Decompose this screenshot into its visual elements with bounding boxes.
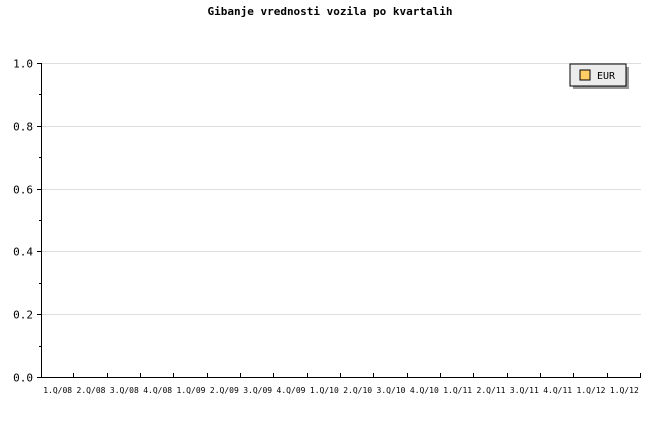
- x-tick-label: 4.Q/11: [543, 386, 572, 395]
- x-tick-label: 3.Q/08: [110, 386, 139, 395]
- x-tick-label: 1.Q/09: [177, 386, 206, 395]
- x-tick-label: 1.Q/11: [443, 386, 472, 395]
- x-tick-label: 1.Q/12: [610, 386, 639, 395]
- x-tick-label: 1.Q/12: [577, 386, 606, 395]
- y-tick-labels: 0.0 0.2 0.4 0.6 0.8 1.0: [13, 58, 33, 385]
- y-tick-label: 0.0: [13, 372, 33, 385]
- legend-label-eur: EUR: [597, 71, 616, 82]
- x-tick-label: 3.Q/09: [243, 386, 272, 395]
- x-tick-label: 1.Q/08: [43, 386, 72, 395]
- x-tick-label: 2.Q/10: [343, 386, 372, 395]
- x-tick-label: 4.Q/09: [277, 386, 306, 395]
- legend: EUR: [569, 63, 629, 89]
- x-tick-labels: 1.Q/08 2.Q/08 3.Q/08 4.Q/08 1.Q/09 2.Q/09 3.Q/…: [43, 386, 639, 395]
- y-tick-label: 0.4: [13, 246, 33, 259]
- y-tick-label: 0.6: [13, 184, 33, 197]
- grid: [41, 63, 641, 315]
- x-tick-label: 3.Q/10: [377, 386, 406, 395]
- x-tick-label: 1.Q/10: [310, 386, 339, 395]
- axes: [37, 63, 641, 378]
- y-tick-label: 0.2: [13, 309, 33, 322]
- chart-title: Gibanje vrednosti vozila po kvartalih: [207, 5, 452, 18]
- x-tick-label: 4.Q/08: [143, 386, 172, 395]
- y-tick-label: 0.8: [13, 121, 33, 134]
- legend-swatch-eur: [579, 69, 591, 81]
- y-tick-label: 1.0: [13, 58, 33, 71]
- x-tick-label: 3.Q/11: [510, 386, 539, 395]
- x-tick-label: 2.Q/08: [77, 386, 106, 395]
- x-tick-label: 4.Q/10: [410, 386, 439, 395]
- x-tick-label: 2.Q/11: [477, 386, 506, 395]
- x-tick-label: 2.Q/09: [210, 386, 239, 395]
